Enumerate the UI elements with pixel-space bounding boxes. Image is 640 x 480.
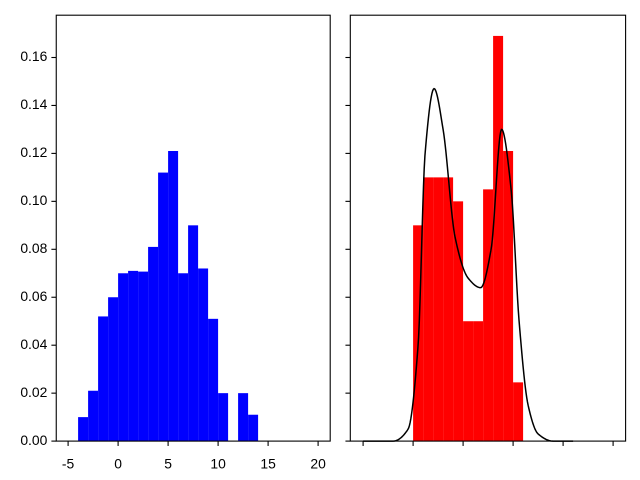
svg-text:0.08: 0.08 [20,240,47,256]
svg-text:0: 0 [114,455,122,471]
svg-text:20: 20 [310,455,326,471]
svg-text:0.02: 0.02 [20,384,47,400]
svg-text:0.10: 0.10 [20,192,47,208]
svg-text:0.04: 0.04 [20,336,47,352]
svg-text:0.14: 0.14 [20,96,47,112]
svg-text:10: 10 [210,455,226,471]
svg-text:0.16: 0.16 [20,48,47,64]
svg-text:0.06: 0.06 [20,288,47,304]
svg-text:0.12: 0.12 [20,144,47,160]
svg-text:5: 5 [164,455,172,471]
svg-text:-5: -5 [62,455,75,471]
svg-text:0.00: 0.00 [20,432,47,448]
svg-text:15: 15 [260,455,276,471]
